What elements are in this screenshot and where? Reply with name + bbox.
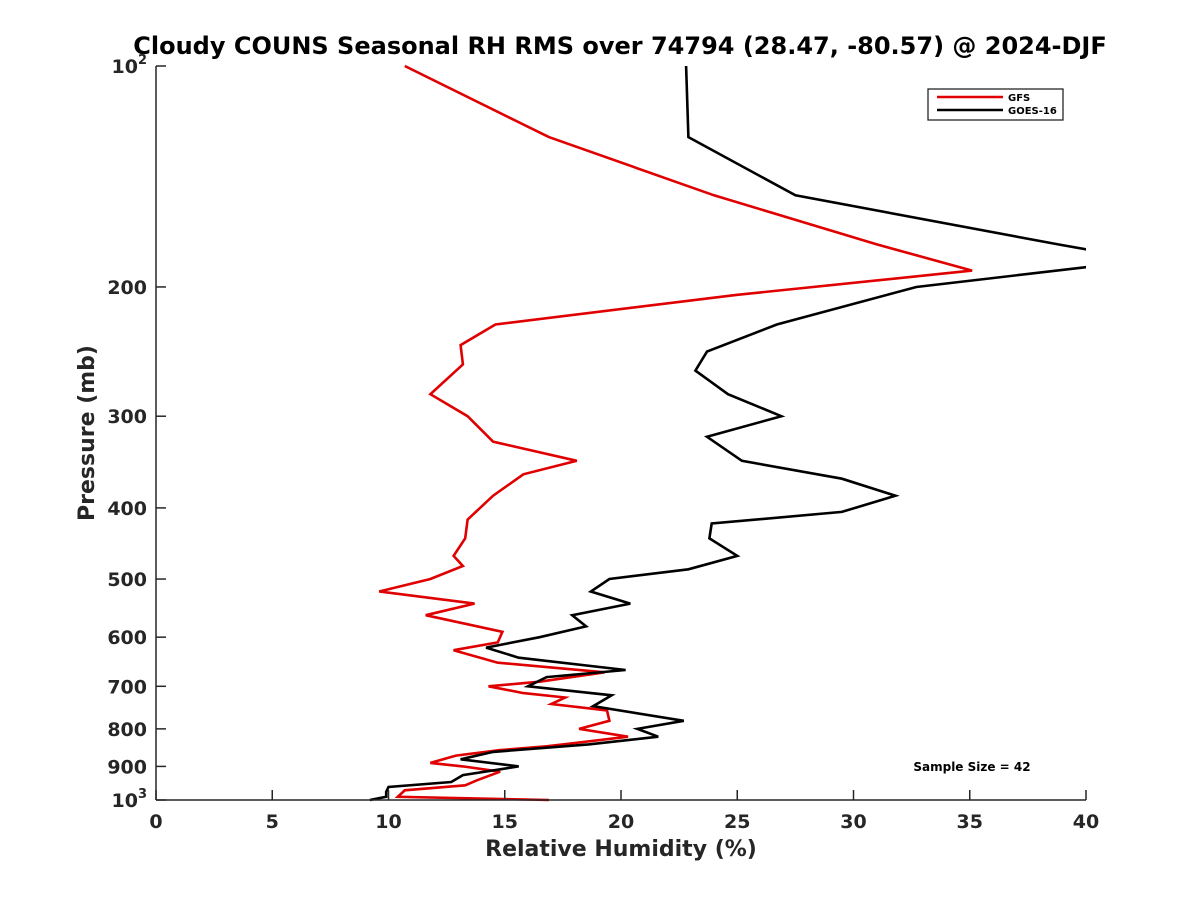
x-tick-label: 35 xyxy=(957,811,983,833)
legend: GFS GOES-16 xyxy=(927,88,1064,121)
legend-box xyxy=(927,88,1064,121)
y-tick-label: 500 xyxy=(107,569,147,591)
y-tick-label: 400 xyxy=(107,498,147,520)
y-tick-label: 600 xyxy=(107,627,147,649)
axes-layer: 0 5 10 15 20 25 30 35 40 102 200 300 400 500 600 700 800… xyxy=(107,53,1099,833)
y-axis-label: Pressure (mb) xyxy=(75,345,100,521)
x-tick-label: 20 xyxy=(608,811,634,833)
sample-size-annotation: Sample Size = 42 xyxy=(913,760,1030,774)
x-axis-label: Relative Humidity (%) xyxy=(485,837,757,862)
y-tick-label: 102 xyxy=(112,53,148,78)
x-tick-label: 0 xyxy=(149,811,162,833)
x-tick-label: 15 xyxy=(492,811,518,833)
y-tick-label: 200 xyxy=(107,277,147,299)
y-tick-label: 700 xyxy=(107,676,147,698)
x-tick-label: 10 xyxy=(375,811,401,833)
legend-label-goes16: GOES-16 xyxy=(1008,106,1057,117)
series-line-gfs xyxy=(378,64,973,802)
y-tick-label: 103 xyxy=(112,787,148,812)
x-tick-label: 30 xyxy=(840,811,866,833)
x-tick-label: 5 xyxy=(266,811,279,833)
y-tick-label: 300 xyxy=(107,406,147,428)
series-line-goes16 xyxy=(369,65,1086,802)
series-layer xyxy=(369,64,1086,802)
x-tick-label: 25 xyxy=(724,811,750,833)
x-tick-label: 40 xyxy=(1073,811,1099,833)
chart-title: Cloudy COUNS Seasonal RH RMS over 74794 … xyxy=(133,32,1107,60)
legend-label-gfs: GFS xyxy=(1008,93,1030,104)
y-tick-label: 800 xyxy=(107,719,147,741)
y-tick-label: 900 xyxy=(107,756,147,778)
